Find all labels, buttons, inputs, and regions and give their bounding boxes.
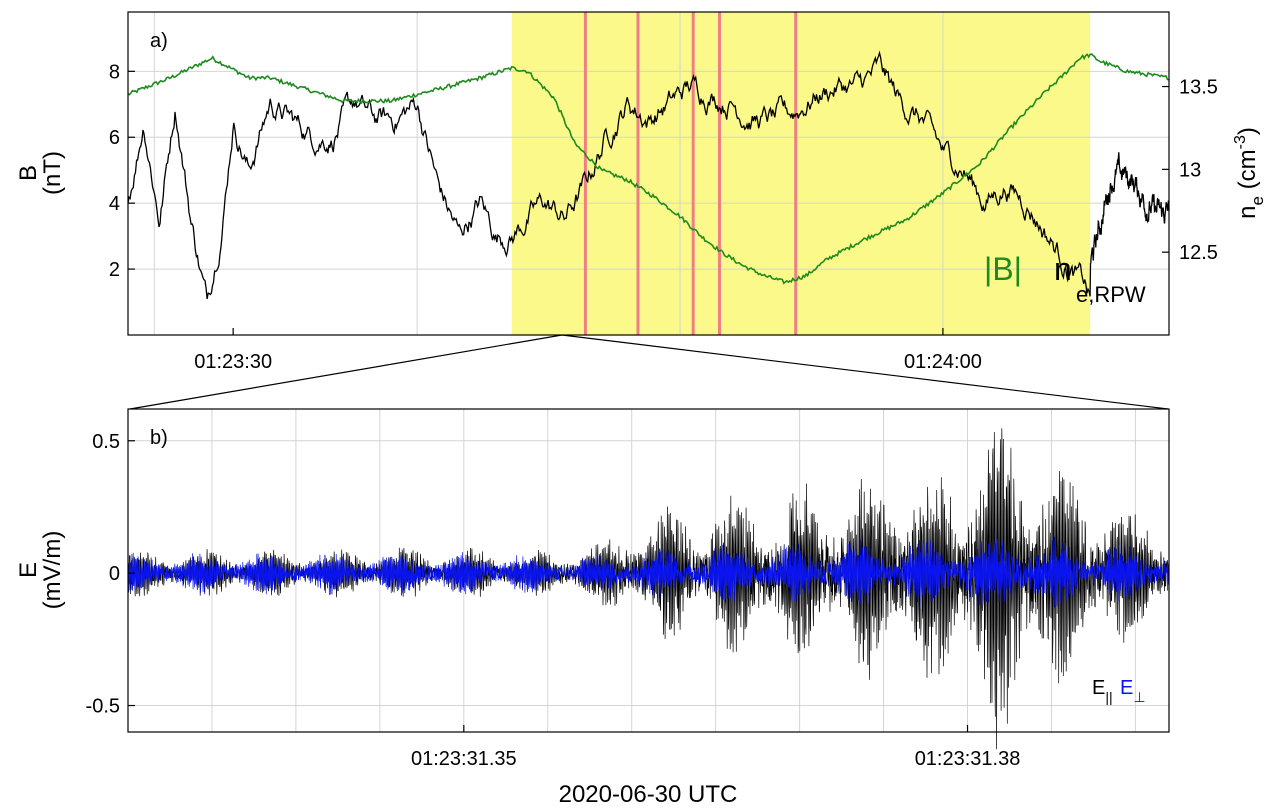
ne-label-unit-close: ) <box>1234 127 1261 135</box>
legend-e-parallel: E|| <box>1092 677 1113 705</box>
y-tick-label-right: 13.5 <box>1179 77 1218 99</box>
svg-text:n: n <box>1054 251 1072 287</box>
panel-b-label: b) <box>150 427 168 449</box>
y-tick-label: -0.5 <box>86 696 120 718</box>
y-tick-label: 0 <box>109 563 120 585</box>
panel-b-ticks: 01:23:31.35 01:23:31.38 0.5 0 -0.5 <box>86 431 1021 770</box>
panel-a-label: a) <box>150 30 168 52</box>
y-tick-label-left: 6 <box>109 127 120 149</box>
legend-e-perp-sub: ⊥ <box>1133 689 1145 705</box>
legend-e-perp: E⊥ <box>1120 677 1146 705</box>
panel-a-ticks: 01:23:30 01:24:00 2 4 6 8 12.5 13 13.5 <box>109 61 1218 373</box>
y-tick-label-left: 8 <box>109 61 120 83</box>
zoom-line-left <box>129 334 563 410</box>
svg-text:e,RPW: e,RPW <box>1076 282 1146 307</box>
axis-label-b-unit: (nT) <box>39 151 66 195</box>
x-tick-label: 01:23:31.38 <box>915 748 1021 770</box>
legend-ne: n e,RPW <box>1054 251 1146 307</box>
legend-e-par-sub: || <box>1105 689 1112 705</box>
y-tick-label-left: 2 <box>109 259 120 281</box>
legend-e: E|| E⊥ <box>1092 677 1146 705</box>
axis-label-e-unit: (mV/m) <box>39 531 66 610</box>
e-perp-series-line <box>127 532 1170 609</box>
panel-a-frame <box>127 11 1170 336</box>
ne-label-sup: -3 <box>1232 135 1249 149</box>
x-tick-label: 01:23:30 <box>194 351 272 373</box>
zoom-line-right <box>561 334 1169 410</box>
legend-e-par-main: E <box>1092 677 1105 699</box>
axis-label-e: E <box>15 562 42 578</box>
panel-b: 01:23:31.35 01:23:31.38 0.5 0 -0.5 b) E (mV/… <box>15 408 1170 770</box>
legend-b: |B| <box>984 251 1022 287</box>
highlight-interval <box>511 12 1091 335</box>
b-series-line <box>127 53 1170 285</box>
ne-label-main: n <box>1234 206 1261 219</box>
ne-series-line <box>127 50 1170 300</box>
y-tick-label-right: 13 <box>1179 159 1201 181</box>
x-tick-label: 01:24:00 <box>904 351 982 373</box>
axis-label-b: B <box>15 165 42 181</box>
x-tick-label: 01:23:31.35 <box>411 748 517 770</box>
y-tick-label-left: 4 <box>109 193 120 215</box>
ne-label-unit-open: (cm <box>1234 149 1261 196</box>
y-tick-label-right: 12.5 <box>1179 242 1218 264</box>
ne-label-sub: e <box>1248 196 1267 205</box>
y-tick-label: 0.5 <box>92 431 120 453</box>
panel-b-frame <box>127 408 1170 733</box>
x-axis-label: 2020-06-30 UTC <box>559 781 738 808</box>
legend-e-perp-main: E <box>1120 677 1133 699</box>
panel-a: 01:23:30 01:24:00 2 4 6 8 12.5 13 13.5 a) B (nT)… <box>15 11 1267 373</box>
axis-label-ne: ne (cm-3) <box>1232 127 1267 219</box>
